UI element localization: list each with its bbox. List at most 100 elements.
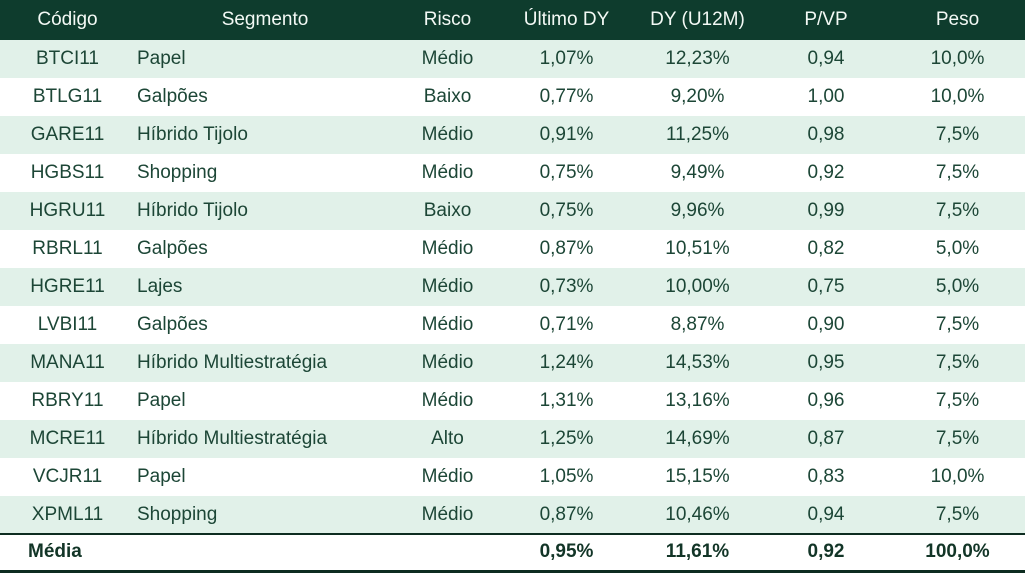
- table-row: LVBI11 Galpões Médio 0,71% 8,87% 0,90 7,…: [0, 306, 1025, 344]
- cell-dy-u12m: 14,69%: [665, 428, 730, 449]
- cell-dy-u12m: 9,49%: [670, 162, 725, 183]
- cell-codigo: RBRL11: [32, 238, 103, 259]
- cell-risco: Médio: [421, 162, 474, 183]
- cell-pvp: 0,83: [807, 466, 845, 487]
- cell-ultimo-dy: 1,24%: [539, 352, 594, 373]
- cell-risco: Médio: [421, 390, 474, 411]
- cell-peso: 7,5%: [935, 428, 980, 449]
- cell-ultimo-dy: 0,87%: [539, 238, 594, 259]
- cell-pvp: 0,90: [807, 314, 845, 335]
- cell-pvp: 0,87: [807, 428, 845, 449]
- cell-codigo: MANA11: [30, 352, 105, 373]
- cell-segmento: Híbrido Tijolo: [137, 200, 248, 221]
- cell-segmento: Shopping: [137, 503, 218, 525]
- column-header-risco: Risco: [395, 0, 500, 40]
- cell-risco: Médio: [421, 124, 474, 145]
- cell-risco: Baixo: [423, 86, 472, 107]
- cell-dy-u12m: 15,15%: [665, 466, 730, 487]
- cell-pvp: 0,94: [807, 503, 845, 525]
- footer-label-media: Média: [0, 533, 135, 573]
- column-header-segmento: Segmento: [135, 0, 395, 40]
- cell-codigo: LVBI11: [37, 314, 98, 335]
- cell-codigo: RBRY11: [31, 390, 104, 411]
- cell-ultimo-dy: 1,31%: [539, 390, 594, 411]
- cell-dy-u12m: 10,00%: [665, 276, 730, 297]
- footer-cell-risco: [395, 533, 500, 573]
- cell-codigo: GARE11: [30, 124, 105, 145]
- cell-dy-u12m: 10,46%: [665, 503, 730, 525]
- cell-pvp: 0,75: [807, 276, 845, 297]
- cell-peso: 10,0%: [930, 86, 985, 107]
- cell-dy-u12m: 10,51%: [665, 238, 730, 259]
- footer-cell-peso: 100,0%: [890, 533, 1025, 573]
- cell-peso: 7,5%: [935, 162, 980, 183]
- cell-segmento: Papel: [137, 466, 186, 487]
- cell-peso: 5,0%: [935, 238, 980, 259]
- table-row: BTLG11 Galpões Baixo 0,77% 9,20% 1,00 10…: [0, 78, 1025, 116]
- cell-peso: 7,5%: [935, 124, 980, 145]
- cell-dy-u12m: 11,25%: [665, 124, 730, 145]
- cell-segmento: Híbrido Multiestratégia: [137, 352, 328, 373]
- cell-dy-u12m: 13,16%: [665, 390, 730, 411]
- cell-codigo: BTCI11: [35, 48, 99, 69]
- cell-pvp: 0,94: [807, 48, 845, 69]
- footer-cell-dy-u12m: 11,61%: [633, 533, 762, 573]
- cell-peso: 7,5%: [935, 314, 980, 335]
- cell-ultimo-dy: 0,71%: [539, 314, 594, 335]
- cell-dy-u12m: 8,87%: [670, 314, 725, 335]
- cell-peso: 5,0%: [935, 276, 980, 297]
- table-row: MCRE11 Híbrido Multiestratégia Alto 1,25…: [0, 420, 1025, 458]
- cell-codigo: HGRU11: [29, 200, 106, 221]
- cell-codigo: XPML11: [31, 503, 104, 525]
- cell-segmento: Galpões: [137, 86, 208, 107]
- cell-dy-u12m: 9,96%: [670, 200, 725, 221]
- cell-pvp: 0,98: [807, 124, 845, 145]
- column-header-pvp: P/VP: [762, 0, 890, 40]
- cell-risco: Médio: [421, 466, 474, 487]
- cell-ultimo-dy: 1,25%: [539, 428, 594, 449]
- cell-peso: 10,0%: [930, 466, 985, 487]
- cell-ultimo-dy: 0,75%: [539, 200, 594, 221]
- table-row: HGBS11 Shopping Médio 0,75% 9,49% 0,92 7…: [0, 154, 1025, 192]
- table-row: BTCI11 Papel Médio 1,07% 12,23% 0,94 10,…: [0, 40, 1025, 78]
- header-row: Código Segmento Risco Último DY DY (U12M…: [0, 0, 1025, 40]
- cell-peso: 7,5%: [935, 503, 980, 525]
- cell-segmento: Galpões: [137, 238, 208, 259]
- cell-risco: Baixo: [423, 200, 472, 221]
- column-header-ultimo-dy: Último DY: [500, 0, 633, 40]
- cell-ultimo-dy: 0,73%: [539, 276, 594, 297]
- cell-codigo: BTLG11: [32, 86, 103, 107]
- cell-ultimo-dy: 1,07%: [539, 48, 594, 69]
- table-body: BTCI11 Papel Médio 1,07% 12,23% 0,94 10,…: [0, 40, 1025, 534]
- table-row: VCJR11 Papel Médio 1,05% 15,15% 0,83 10,…: [0, 458, 1025, 496]
- cell-dy-u12m: 9,20%: [670, 86, 725, 107]
- cell-codigo: HGRE11: [30, 276, 105, 297]
- cell-pvp: 0,99: [807, 200, 845, 221]
- footer-cell-pvp: 0,92: [762, 533, 890, 573]
- cell-risco: Médio: [421, 276, 474, 297]
- cell-segmento: Shopping: [137, 162, 218, 183]
- cell-ultimo-dy: 0,87%: [539, 503, 594, 525]
- cell-risco: Alto: [431, 428, 464, 449]
- footer-cell-ultimo-dy: 0,95%: [500, 533, 633, 573]
- cell-ultimo-dy: 1,05%: [539, 466, 594, 487]
- cell-risco: Médio: [421, 352, 474, 373]
- cell-dy-u12m: 12,23%: [665, 48, 730, 69]
- table-row: HGRE11 Lajes Médio 0,73% 10,00% 0,75 5,0…: [0, 268, 1025, 306]
- table-row: MANA11 Híbrido Multiestratégia Médio 1,2…: [0, 344, 1025, 382]
- cell-segmento: Híbrido Multiestratégia: [137, 428, 328, 449]
- cell-dy-u12m: 14,53%: [665, 352, 730, 373]
- cell-codigo: VCJR11: [32, 466, 103, 487]
- table-row: RBRL11 Galpões Médio 0,87% 10,51% 0,82 5…: [0, 230, 1025, 268]
- table-row: XPML11 Shopping Médio 0,87% 10,46% 0,94 …: [0, 496, 1025, 534]
- cell-segmento: Papel: [137, 48, 186, 69]
- cell-segmento: Papel: [137, 390, 186, 411]
- cell-peso: 7,5%: [935, 390, 980, 411]
- cell-pvp: 1,00: [807, 86, 845, 107]
- cell-risco: Médio: [421, 503, 474, 525]
- cell-risco: Médio: [421, 314, 474, 335]
- cell-segmento: Híbrido Tijolo: [137, 124, 248, 145]
- table-row: HGRU11 Híbrido Tijolo Baixo 0,75% 9,96% …: [0, 192, 1025, 230]
- cell-pvp: 0,82: [807, 238, 845, 259]
